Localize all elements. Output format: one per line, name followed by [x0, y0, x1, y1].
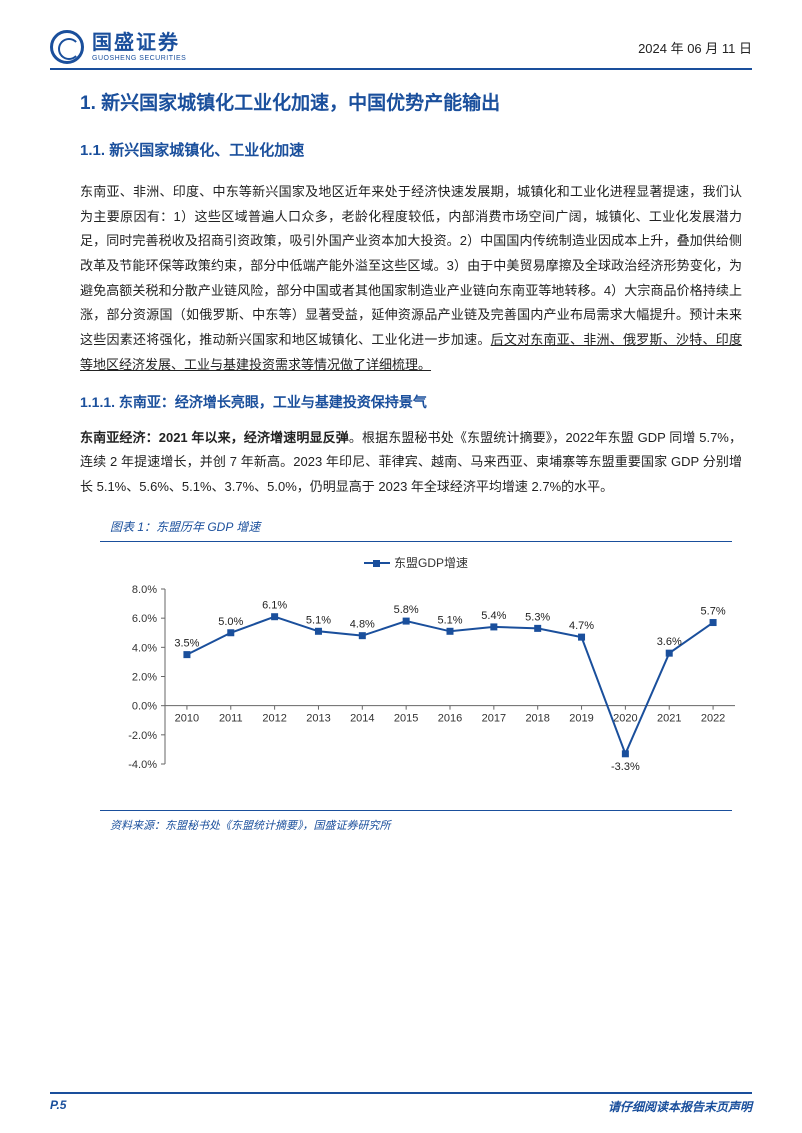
- svg-text:2019: 2019: [569, 712, 593, 724]
- svg-text:-3.3%: -3.3%: [611, 760, 640, 772]
- legend-label: 东盟GDP增速: [394, 556, 468, 570]
- h2-text: 新兴国家城镇化、工业化加速: [109, 142, 304, 159]
- svg-text:2016: 2016: [438, 712, 462, 724]
- svg-text:5.8%: 5.8%: [394, 604, 419, 616]
- heading-2: 1.1. 新兴国家城镇化、工业化加速: [80, 139, 752, 160]
- svg-text:2020: 2020: [613, 712, 637, 724]
- paragraph-intro: 东南亚、非洲、印度、中东等新兴国家及地区近年来处于经济快速发展期，城镇化和工业化…: [80, 180, 742, 378]
- logo-icon: [50, 30, 84, 64]
- svg-text:6.0%: 6.0%: [132, 613, 157, 625]
- company-logo: 国盛证券 GUOSHENG SECURITIES: [50, 30, 186, 64]
- svg-text:5.7%: 5.7%: [701, 605, 726, 617]
- svg-text:5.4%: 5.4%: [481, 609, 506, 621]
- svg-text:-4.0%: -4.0%: [128, 759, 157, 771]
- svg-text:2017: 2017: [482, 712, 506, 724]
- heading-3: 1.1.1. 东南亚：经济增长亮眼，工业与基建投资保持景气: [80, 392, 752, 412]
- svg-text:2014: 2014: [350, 712, 374, 724]
- svg-text:2.0%: 2.0%: [132, 671, 157, 683]
- page-footer: P.5 请仔细阅读本报告末页声明: [50, 1092, 752, 1115]
- svg-text:2010: 2010: [175, 712, 199, 724]
- report-date: 2024 年 06 月 11 日: [638, 38, 752, 57]
- svg-text:2015: 2015: [394, 712, 418, 724]
- svg-text:5.3%: 5.3%: [525, 611, 550, 623]
- svg-text:3.6%: 3.6%: [657, 636, 682, 648]
- svg-text:0.0%: 0.0%: [132, 700, 157, 712]
- h2-number: 1.1.: [80, 142, 105, 159]
- svg-text:4.0%: 4.0%: [132, 642, 157, 654]
- svg-text:2021: 2021: [657, 712, 681, 724]
- svg-text:5.0%: 5.0%: [218, 615, 243, 627]
- svg-text:5.1%: 5.1%: [437, 614, 462, 626]
- h1-number: 1.: [80, 93, 96, 114]
- footer-disclaimer: 请仔细阅读本报告末页声明: [608, 1098, 752, 1115]
- h1-text: 新兴国家城镇化工业化加速，中国优势产能输出: [101, 93, 500, 114]
- chart-source: 资料来源：东盟秘书处《东盟统计摘要》，国盛证券研究所: [110, 817, 752, 833]
- page-header: 国盛证券 GUOSHENG SECURITIES 2024 年 06 月 11 …: [50, 30, 752, 70]
- svg-text:8.0%: 8.0%: [132, 584, 157, 596]
- company-name-en: GUOSHENG SECURITIES: [92, 55, 186, 62]
- svg-text:2013: 2013: [306, 712, 330, 724]
- h3-number: 1.1.1.: [80, 394, 115, 410]
- heading-1: 1. 新兴国家城镇化工业化加速，中国优势产能输出: [80, 88, 752, 115]
- svg-text:3.5%: 3.5%: [174, 637, 199, 649]
- svg-text:2012: 2012: [262, 712, 286, 724]
- para2-bold: 东南亚经济：2021 年以来，经济增速明显反弹: [80, 430, 349, 445]
- chart-title: 图表 1：东盟历年 GDP 增速: [110, 518, 752, 535]
- chart-legend: 东盟GDP增速: [110, 554, 722, 571]
- svg-text:5.1%: 5.1%: [306, 614, 331, 626]
- svg-text:-2.0%: -2.0%: [128, 729, 157, 741]
- svg-text:2011: 2011: [219, 712, 243, 724]
- gdp-line-chart: -4.0% -2.0% 0.0% 2.0% 4.0% 6.0% 8.0% 2010 2011 20…: [110, 579, 750, 789]
- para1-main: 东南亚、非洲、印度、中东等新兴国家及地区近年来处于经济快速发展期，城镇化和工业化…: [80, 184, 742, 347]
- svg-text:4.7%: 4.7%: [569, 620, 594, 632]
- legend-marker-icon: [364, 562, 390, 564]
- svg-text:4.8%: 4.8%: [350, 618, 375, 630]
- chart-container: 东盟GDP增速 -4.0% -2.0% 0.0% 2.0% 4.0% 6.0% 8.0% 20…: [100, 541, 732, 811]
- page-number: P.5: [50, 1098, 66, 1115]
- svg-text:2022: 2022: [701, 712, 725, 724]
- h3-text: 东南亚：经济增长亮眼，工业与基建投资保持景气: [119, 394, 427, 410]
- paragraph-sea-economy: 东南亚经济：2021 年以来，经济增速明显反弹。根据东盟秘书处《东盟统计摘要》，…: [80, 426, 742, 500]
- svg-text:2018: 2018: [525, 712, 549, 724]
- company-name-cn: 国盛证券: [92, 33, 186, 53]
- svg-text:6.1%: 6.1%: [262, 599, 287, 611]
